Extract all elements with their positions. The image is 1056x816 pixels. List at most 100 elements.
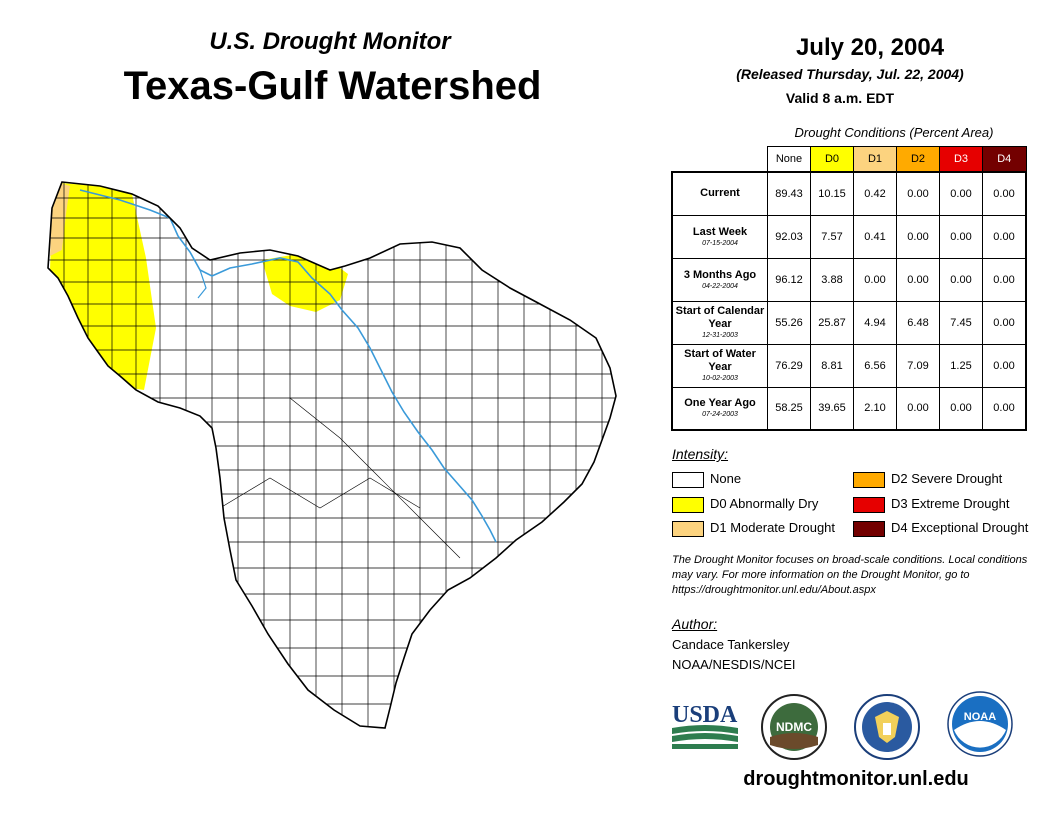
legend-swatch (853, 471, 885, 488)
table-cell: 7.57 (810, 214, 854, 259)
legend-item: None (672, 470, 741, 488)
d0-area-west (50, 183, 156, 390)
table-cell: 25.87 (810, 300, 854, 345)
legend-swatch (672, 520, 704, 537)
table-cell: 92.03 (767, 214, 811, 259)
table-cell: 0.00 (939, 214, 983, 259)
table-caption: Drought Conditions (Percent Area) (794, 125, 994, 140)
row-label: One Year Ago 07-24-2003 (671, 386, 768, 431)
table-cell: 6.48 (896, 300, 940, 345)
usda-logo-text: USDA (672, 702, 738, 728)
table-row: One Year Ago 07-24-2003 58.25 39.65 2.10 0.00… (671, 386, 1027, 431)
commerce-seal-logo (854, 694, 920, 760)
column-header-d0: D0 (810, 146, 854, 173)
table-row: 3 Months Ago 04-22-2004 96.12 3.88 0.00 0.00 0… (671, 257, 1027, 302)
river-branch (197, 269, 207, 299)
table-cell: 6.56 (853, 343, 897, 388)
table-cell: 76.29 (767, 343, 811, 388)
table-row: Current 89.43 10.15 0.42 0.00 0.00 0.00 (671, 171, 1027, 216)
table-cell: 2.10 (853, 386, 897, 431)
table-cell: 55.26 (767, 300, 811, 345)
legend-label: D2 Severe Drought (891, 471, 1003, 486)
table-cell: 0.00 (896, 386, 940, 431)
map-title: Texas-Gulf Watershed (123, 64, 542, 108)
legend-swatch (853, 520, 885, 537)
table-cell: 58.25 (767, 386, 811, 431)
table-cell: 1.25 (939, 343, 983, 388)
noaa-logo: NOAA (947, 691, 1013, 757)
table-cell: 7.45 (939, 300, 983, 345)
legend-item: D4 Exceptional Drought (853, 519, 1028, 537)
table-cell: 0.00 (896, 171, 940, 216)
usda-logo: USDA (672, 702, 738, 749)
row-date: 10-02-2003 (702, 375, 738, 382)
table-cell: 0.00 (982, 171, 1027, 216)
table-cell: 96.12 (767, 257, 811, 302)
legend-swatch (672, 496, 704, 513)
table-cell: 0.00 (982, 300, 1027, 345)
row-date: 07-15-2004 (702, 239, 738, 247)
table-cell: 3.88 (810, 257, 854, 302)
map-subtitle: U.S. Drought Monitor (209, 28, 451, 55)
author-title: Author: (672, 616, 718, 632)
table-cell: 7.09 (896, 343, 940, 388)
row-label-text: Current (700, 187, 740, 200)
table-cell: 0.00 (939, 386, 983, 431)
legend-label: D4 Exceptional Drought (891, 520, 1029, 535)
column-header-d1: D1 (853, 146, 897, 173)
row-label-text: 3 Months Ago (683, 268, 757, 281)
table-cell: 0.00 (939, 171, 983, 216)
ndmc-logo: NDMC (761, 694, 827, 760)
table-row: Last Week 07-15-2004 92.03 7.57 0.41 0.00 0.00… (671, 214, 1027, 259)
row-label: Last Week 07-15-2004 (671, 214, 768, 259)
table-cell: 8.81 (810, 343, 854, 388)
table-cell: 10.15 (810, 171, 854, 216)
column-header-d3: D3 (939, 146, 983, 173)
legend-item: D1 Moderate Drought (672, 519, 835, 537)
column-header-none: None (767, 146, 811, 173)
watershed-outline (47, 181, 617, 729)
map-date: July 20, 2004 (795, 34, 945, 61)
legend-item: D2 Severe Drought (853, 470, 1002, 488)
column-header-d2: D2 (896, 146, 940, 173)
table-row: Start of Calendar Year 12-31-2003 55.26 25.… (671, 300, 1027, 345)
table-cell: 0.00 (982, 257, 1027, 302)
legend-swatch (672, 471, 704, 488)
row-label: 3 Months Ago 04-22-2004 (671, 257, 768, 302)
table-cell: 0.00 (982, 214, 1027, 259)
row-date: 07-24-2003 (702, 411, 738, 419)
release-date: (Released Thursday, Jul. 22, 2004) (736, 66, 964, 82)
author-name: Candace Tankersley (672, 637, 790, 652)
table-cell: 0.00 (896, 214, 940, 259)
author-org: NOAA/NESDIS/NCEI (672, 657, 796, 672)
legend-item: D3 Extreme Drought (853, 495, 1010, 513)
legend-label: D3 Extreme Drought (891, 496, 1010, 511)
row-label-text: Last Week (692, 225, 748, 238)
legend-label: None (710, 471, 742, 486)
row-date: 12-31-2003 (702, 332, 738, 339)
legend-title: Intensity: (672, 446, 729, 462)
table-cell: 0.00 (982, 343, 1027, 388)
row-date: 04-22-2004 (702, 282, 738, 290)
row-label-text: One Year Ago (684, 397, 756, 410)
legend-label: D1 Moderate Drought (710, 520, 836, 535)
ndmc-logo-text: NDMC (776, 720, 812, 734)
footer-url[interactable]: droughtmonitor.unl.edu (743, 768, 969, 790)
legend-swatch (853, 496, 885, 513)
river-main (79, 189, 497, 543)
drought-conditions-table: None D0 D1 D2 D3 D4 Current 89.43 10.15 0.42 0.00… (671, 146, 1027, 431)
info-blurb: The Drought Monitor focuses on broad-sca… (672, 554, 1028, 596)
table-cell: 39.65 (810, 386, 854, 431)
row-label: Current (671, 171, 768, 216)
table-cell: 0.00 (982, 386, 1027, 431)
row-label-text: Start of Calendar Year (675, 305, 765, 330)
watershed-map (47, 181, 617, 729)
table-corner (672, 147, 768, 173)
table-cell: 0.41 (853, 214, 897, 259)
row-label: Start of Water Year 10-02-2003 (671, 343, 768, 388)
table-cell: 89.43 (767, 171, 811, 216)
valid-time: Valid 8 a.m. EDT (785, 90, 895, 106)
table-cell: 0.00 (939, 257, 983, 302)
row-label-text: Start of Water Year (684, 348, 756, 373)
table-cell: 4.94 (853, 300, 897, 345)
